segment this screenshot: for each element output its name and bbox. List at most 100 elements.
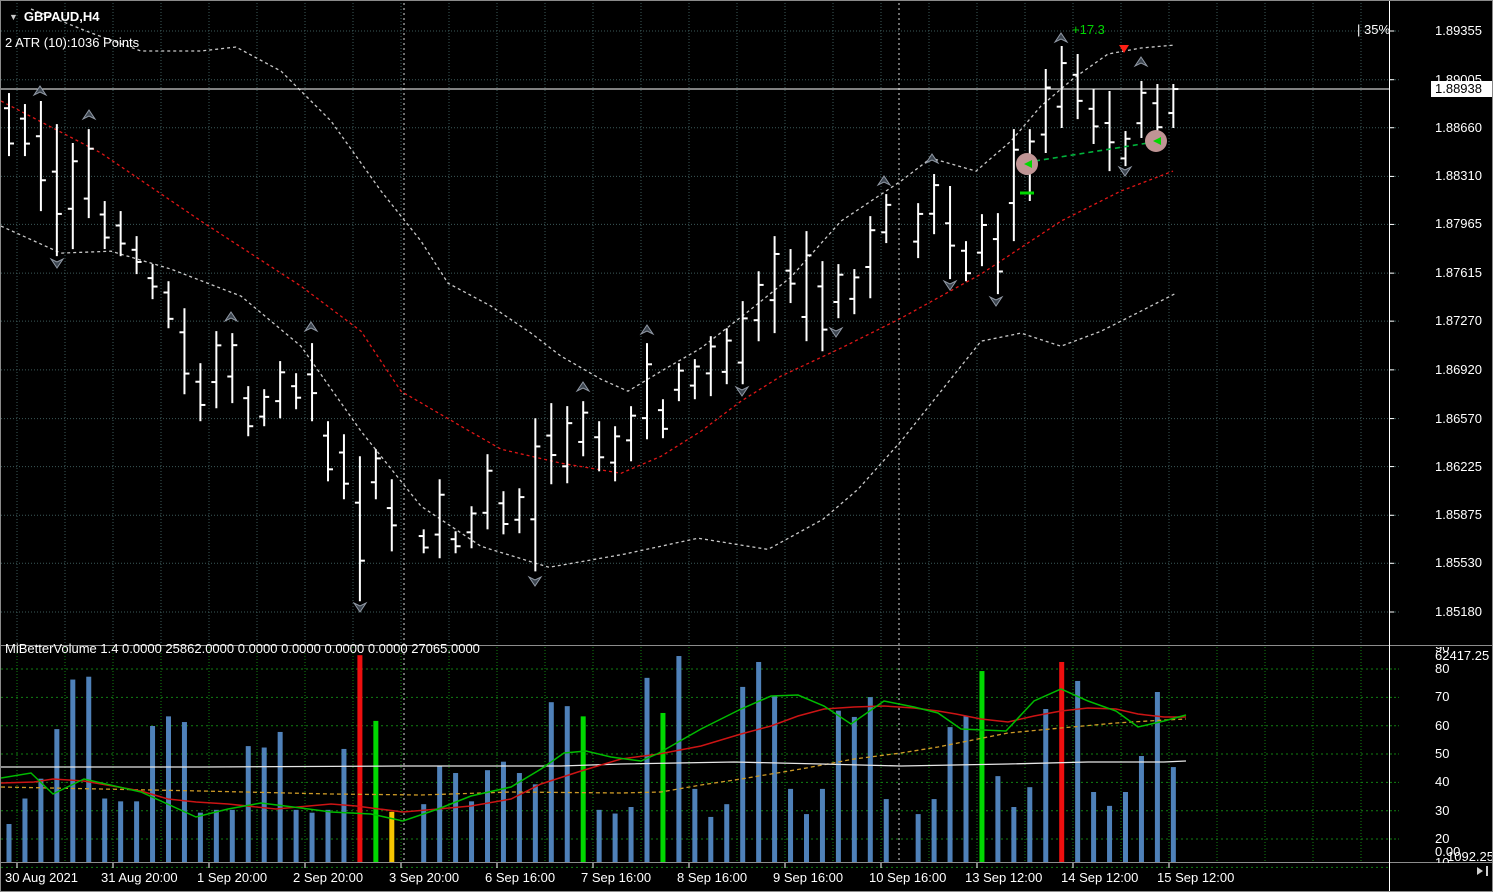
ohlc-bar (865, 216, 876, 299)
ohlc-bar (354, 456, 365, 602)
ohlc-bar (1088, 89, 1099, 144)
ohlc-bar (1040, 68, 1051, 154)
ohlc-bar (1008, 129, 1019, 242)
volume-scale[interactable]: 90 62417.25 80 70 60 50 40 30 20 0.00 1092.25 10 (1391, 647, 1493, 863)
ohlc-bar (83, 129, 94, 219)
ohlc-bar (562, 406, 573, 484)
price-axis-label: 1.86920 (1435, 361, 1482, 377)
ohlc-bar (881, 194, 892, 244)
ohlc-bar (992, 213, 1003, 295)
ohlc-bar (307, 343, 318, 422)
sell-signal-icon (1119, 45, 1129, 53)
price-bars (4, 46, 1179, 602)
volume-bar (70, 679, 76, 862)
ohlc-bar (913, 203, 924, 259)
volume-axis-label: 20 (1435, 831, 1450, 846)
ohlc-bar (976, 214, 987, 267)
price-axis-label: 1.87270 (1435, 313, 1482, 329)
ohlc-bar (945, 186, 956, 280)
volume-bar (54, 729, 60, 862)
ohlc-bar (323, 421, 333, 482)
ohlc-bar (19, 104, 30, 157)
symbol-label: GBPAUD,H4 (23, 9, 100, 24)
ohlc-bar (1104, 90, 1115, 172)
symbol-dropdown-icon[interactable]: ▼ (9, 12, 18, 22)
ohlc-bar (642, 343, 652, 440)
volume-bar (819, 788, 825, 862)
volume-bar (357, 655, 363, 862)
volume-bar (469, 801, 475, 862)
volume-bar (788, 788, 794, 862)
volume-white-line (1, 760, 1187, 768)
volume-axis-label: 10 (1435, 855, 1450, 863)
ohlc-bar (578, 401, 589, 457)
volume-bar (612, 813, 618, 862)
ohlc-bar (1136, 80, 1147, 139)
volume-bar (421, 804, 427, 862)
upper-band (30, 8, 1175, 392)
volume-bar (835, 710, 841, 862)
ohlc-bar (291, 373, 302, 410)
lower-band (1, 225, 1177, 568)
ohlc-bar (530, 418, 541, 572)
current-price-box: 1.88938 (1431, 81, 1492, 98)
ohlc-bar (610, 426, 621, 482)
volume-bar (963, 716, 969, 862)
volume-bar (245, 746, 251, 862)
volume-bar (915, 814, 921, 862)
time-axis-label: 8 Sep 16:00 (677, 870, 748, 885)
ohlc-bar (961, 241, 971, 282)
ohlc-bar (211, 331, 222, 409)
fractal-up-arrow (1133, 56, 1149, 68)
fractal-down-arrow (1117, 165, 1133, 177)
volume-indicator-label: MiBetterVolume 1.4 0.0000 25862.0000 0.0… (5, 641, 480, 656)
volume-bar (325, 809, 331, 862)
ohlc-bar (4, 93, 14, 157)
volume-bar (1075, 680, 1081, 862)
middle-band (1, 100, 1174, 474)
fractal-down-arrow (527, 575, 543, 587)
price-axis-label: 1.86570 (1435, 410, 1482, 426)
price-scale[interactable]: 1.89355 1.89005 1.88660 1.88310 1.87965 1.876… (1391, 1, 1492, 645)
volume-bar (564, 706, 570, 862)
ohlc-bar (753, 271, 764, 342)
volume-bar (437, 765, 443, 862)
volume-bar (309, 812, 315, 862)
volume-bar (261, 747, 267, 862)
fractal-up-arrow (876, 175, 892, 187)
trade-arrow-icon (1024, 160, 1032, 168)
volume-bar (1107, 805, 1113, 862)
volume-axis-label: 1092.25 (1447, 849, 1493, 863)
time-axis-label: 30 Aug 2021 (5, 870, 79, 885)
time-axis[interactable]: 30 Aug 2021 31 Aug 20:00 1 Sep 20:00 2 Sep … (1, 863, 1492, 891)
volume-bars (6, 655, 1176, 862)
volume-bar (1123, 792, 1128, 862)
volume-bar (102, 798, 108, 862)
volume-bar (38, 778, 44, 862)
volume-bar (995, 776, 1001, 862)
ohlc-bar (785, 249, 796, 304)
volume-bar (883, 799, 889, 862)
ohlc-bar (817, 261, 828, 352)
time-axis-label: 6 Sep 16:00 (485, 870, 556, 885)
fractal-up-arrow (639, 324, 655, 336)
fractal-up-arrow (223, 311, 239, 323)
ohlc-bar (929, 174, 940, 235)
volume-bar (277, 731, 283, 862)
volume-bar (485, 770, 490, 862)
volume-bar (1059, 661, 1065, 862)
price-axis-label: 1.87965 (1435, 216, 1482, 232)
fractal-up-arrow (1053, 32, 1069, 44)
symbol-title: ▼ GBPAUD,H4 (9, 9, 100, 26)
volume-bar (22, 798, 28, 862)
volume-bar (628, 807, 634, 862)
ohlc-bar (1168, 84, 1179, 128)
ohlc-bar (466, 506, 477, 549)
volume-red-ma-line (1, 705, 1186, 813)
price-axis-label: 1.85530 (1435, 555, 1482, 571)
volume-axis-label: 70 (1435, 689, 1450, 704)
fractal-down-arrow (828, 326, 844, 338)
ohlc-bar (801, 231, 812, 342)
